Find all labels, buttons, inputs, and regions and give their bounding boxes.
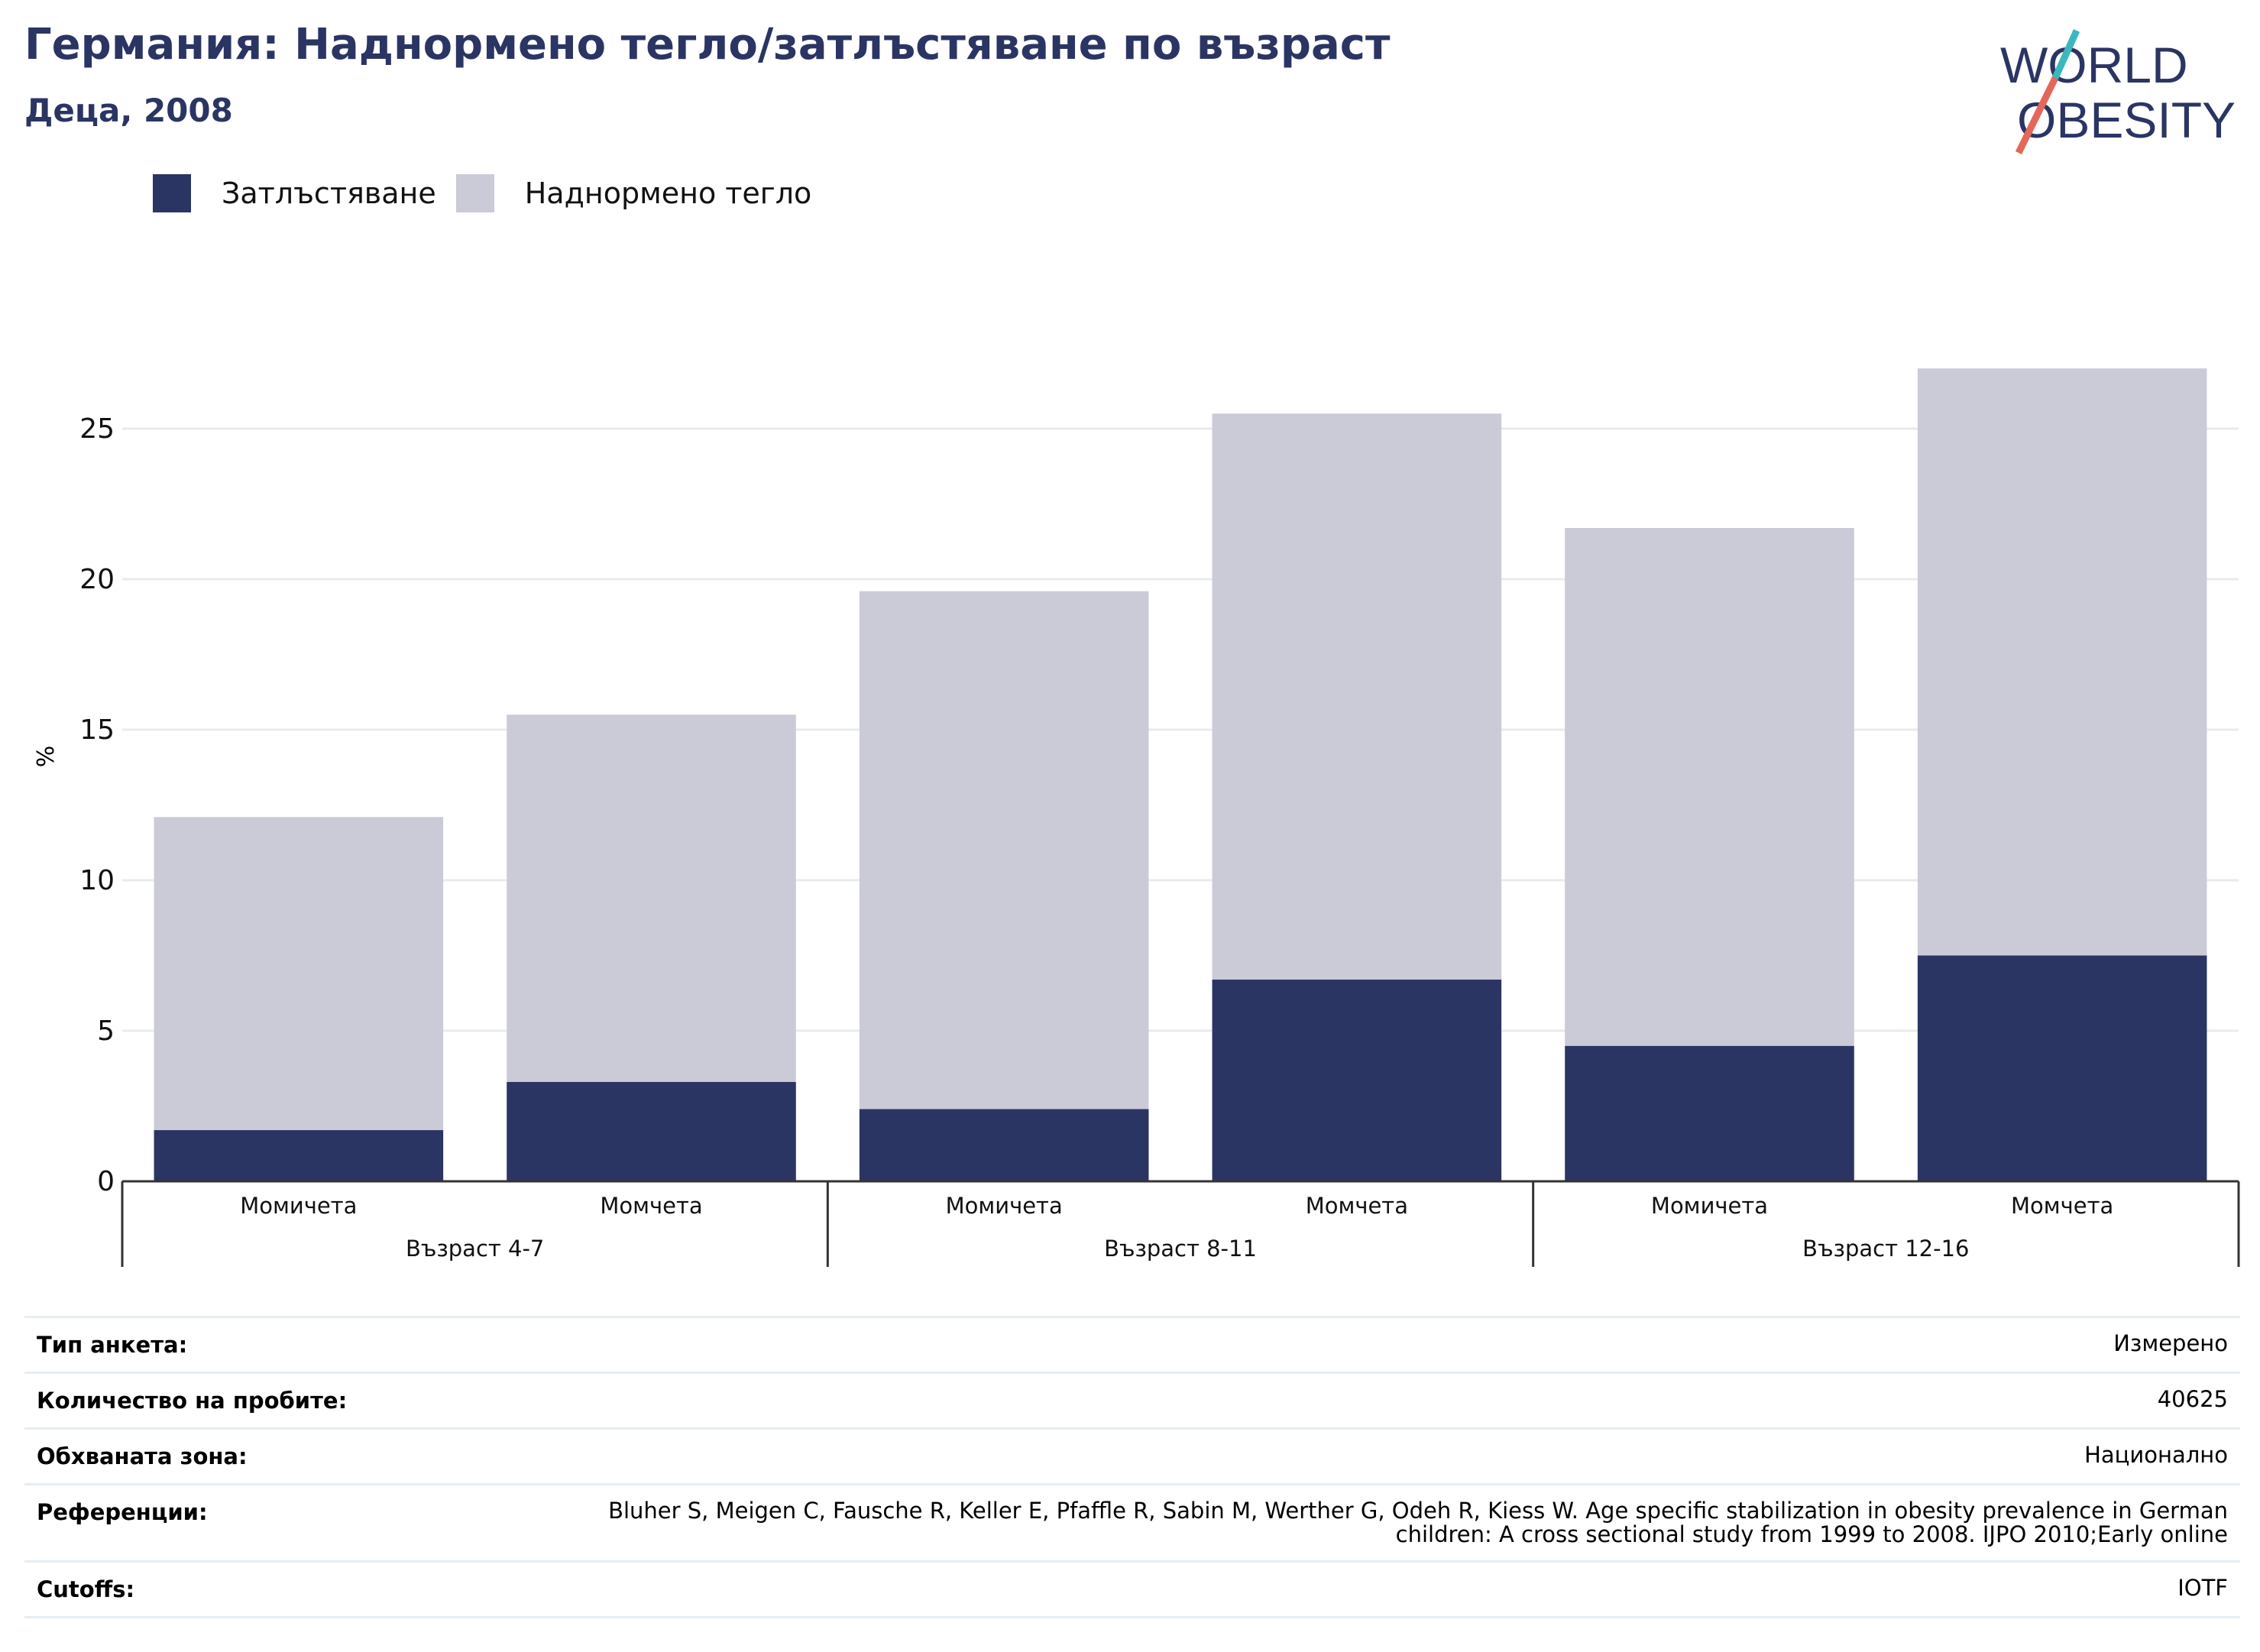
meta-value: Национално bbox=[2084, 1442, 2228, 1468]
meta-row-sample-size: Количество на пробите: 40625 bbox=[24, 1372, 2240, 1427]
chart-title: Германия: Наднормено тегло/затлъстяване … bbox=[24, 20, 1391, 70]
logo-line1: WORLD bbox=[2000, 37, 2188, 93]
meta-label: Референции: bbox=[37, 1499, 208, 1525]
x-tick-label: Момичета bbox=[240, 1193, 357, 1219]
meta-label: Тип анкета: bbox=[37, 1332, 188, 1358]
x-group-label: Възраст 4-7 bbox=[406, 1236, 544, 1262]
meta-label: Cutoffs: bbox=[37, 1576, 135, 1602]
bar-overweight bbox=[1565, 528, 1854, 1046]
y-tick-label: 15 bbox=[79, 714, 115, 746]
legend: Затлъстяване Наднормено тегло bbox=[153, 174, 831, 212]
stacked-bar-chart: 0 5 10 15 20 25 % Момичета Момчета Момичета Момч… bbox=[33, 368, 2240, 1267]
bar-obesity bbox=[859, 1109, 1149, 1181]
y-axis-label: % bbox=[33, 746, 60, 768]
y-axis: 0 5 10 15 20 25 bbox=[79, 413, 115, 1197]
y-tick-label: 25 bbox=[79, 413, 115, 445]
bar-obesity bbox=[1565, 1045, 1854, 1181]
bar-obesity bbox=[507, 1081, 796, 1181]
x-tick-label: Момчета bbox=[2011, 1193, 2113, 1219]
y-tick-label: 10 bbox=[79, 865, 115, 896]
legend-label-obesity: Затлъстяване bbox=[222, 177, 436, 210]
survey-info-table: Тип анкета: Измерено Количество на проби… bbox=[24, 1316, 2240, 1618]
bar-overweight bbox=[154, 817, 444, 1131]
bar-overweight bbox=[507, 714, 796, 1082]
meta-value: 40625 bbox=[2157, 1386, 2228, 1412]
y-tick-label: 20 bbox=[79, 564, 115, 595]
bars bbox=[154, 368, 2207, 1181]
x-tick-label: Момичета bbox=[946, 1193, 1063, 1219]
bar-obesity bbox=[1212, 980, 1502, 1181]
meta-value: Измерено bbox=[2113, 1330, 2228, 1356]
y-tick-label: 0 bbox=[97, 1166, 115, 1197]
logo-slash-red bbox=[2015, 76, 2059, 154]
legend-item-overweight[interactable]: Наднормено тегло bbox=[455, 174, 812, 212]
x-group-label: Възраст 8-11 bbox=[1104, 1236, 1257, 1262]
bar-overweight bbox=[1917, 368, 2207, 956]
logo-line2: OBESITY bbox=[2017, 92, 2236, 148]
logo-slash-teal bbox=[2051, 29, 2080, 79]
x-tick-label: Момчета bbox=[600, 1193, 702, 1219]
x-tick-label: Момичета bbox=[1651, 1193, 1768, 1219]
x-group-label: Възраст 12-16 bbox=[1802, 1236, 1969, 1262]
grid-lines bbox=[122, 427, 2239, 1032]
meta-row-references: Референции: Bluher S, Meigen C, Fausche … bbox=[24, 1483, 2240, 1560]
chart-subtitle: Деца, 2008 bbox=[24, 92, 233, 129]
bar-overweight bbox=[859, 591, 1149, 1109]
meta-value: Bluher S, Meigen C, Fausche R, Keller E,… bbox=[608, 1498, 2228, 1547]
meta-row-cutoffs: Cutoffs: IOTF bbox=[24, 1560, 2240, 1618]
meta-label: Количество на пробите: bbox=[37, 1388, 348, 1414]
world-obesity-logo: WORLD OBESITY bbox=[2000, 29, 2236, 154]
meta-value: IOTF bbox=[2177, 1575, 2228, 1601]
x-tick-label: Момчета bbox=[1306, 1193, 1408, 1219]
bar-obesity bbox=[154, 1130, 444, 1181]
bar-overweight bbox=[1212, 413, 1502, 980]
legend-swatch-obesity bbox=[153, 174, 191, 212]
y-tick-label: 5 bbox=[97, 1015, 115, 1047]
legend-item-obesity[interactable]: Затлъстяване bbox=[153, 174, 436, 212]
bar-obesity bbox=[1917, 955, 2207, 1181]
legend-label-overweight: Наднормено тегло bbox=[524, 177, 812, 210]
meta-row-survey-type: Тип анкета: Измерено bbox=[24, 1316, 2240, 1372]
meta-row-area: Обхваната зона: Национално bbox=[24, 1427, 2240, 1483]
meta-label: Обхваната зона: bbox=[37, 1443, 248, 1469]
x-axis: Момичета Момчета Момичета Момчета Момичета Мо… bbox=[121, 1180, 2240, 1267]
legend-swatch-overweight bbox=[455, 174, 494, 212]
